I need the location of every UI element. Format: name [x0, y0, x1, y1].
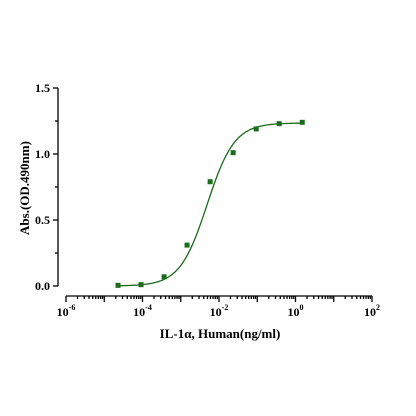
x-tick-base: 10 [364, 305, 376, 319]
data-point [253, 126, 259, 132]
x-tick-label: 10-4 [133, 303, 152, 319]
x-tick-label: 10-2 [210, 303, 229, 319]
x-tick-base: 10 [57, 305, 69, 319]
x-tick-label: 10-6 [57, 303, 76, 319]
x-tick-exponent: 0 [300, 303, 304, 312]
x-tick-label: 100 [288, 303, 304, 319]
data-point [276, 121, 282, 127]
x-tick-base: 10 [210, 305, 222, 319]
x-tick-exponent: -6 [69, 303, 76, 312]
fit-curve-group [117, 122, 303, 287]
axes [53, 87, 373, 302]
data-point [207, 179, 213, 185]
data-point [184, 242, 190, 248]
x-tick-exponent: -2 [222, 303, 229, 312]
x-tick-label: 102 [364, 303, 380, 319]
data-point [161, 274, 167, 280]
tick-labels: 0.00.51.01.510-6 10-4 10-2 100 102 [35, 81, 380, 319]
data-point [299, 119, 305, 125]
data-points [115, 119, 305, 288]
fit-curve [117, 122, 303, 287]
data-point [230, 150, 236, 156]
data-point [138, 282, 144, 288]
x-axis-title: IL-1α, Human(ng/ml) [160, 326, 281, 341]
y-tick-label: 0.5 [35, 213, 50, 227]
y-tick-label: 0.0 [35, 279, 50, 293]
x-tick-base: 10 [133, 305, 145, 319]
y-tick-label: 1.0 [35, 147, 50, 161]
x-tick-exponent: 2 [376, 303, 380, 312]
data-point [115, 282, 121, 288]
y-axis-title: Abs.(OD.490nm) [17, 141, 32, 235]
x-tick-base: 10 [288, 305, 300, 319]
x-tick-exponent: -4 [145, 303, 152, 312]
y-tick-label: 1.5 [35, 81, 50, 95]
